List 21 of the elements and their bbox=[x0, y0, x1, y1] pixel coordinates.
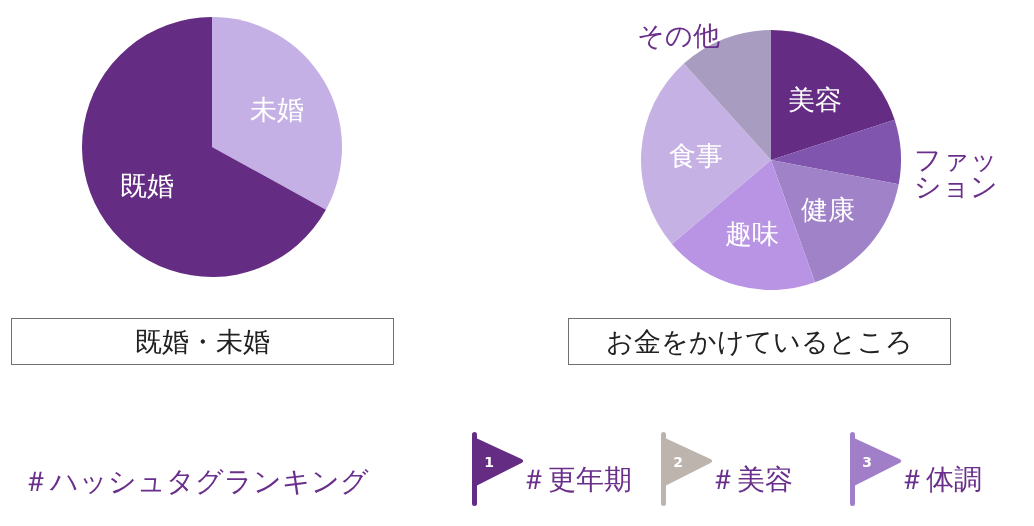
slice-label: その他 bbox=[636, 19, 720, 51]
pie-slice bbox=[771, 119, 901, 185]
pie-slice bbox=[212, 17, 342, 210]
slice-label: 既婚 bbox=[120, 169, 175, 201]
slice-label: ファッション bbox=[913, 143, 998, 202]
category-label: ＃更年期 bbox=[520, 463, 632, 496]
text: 既婚・未婚 bbox=[135, 324, 270, 359]
data-label: 1 bbox=[483, 454, 495, 470]
pie-slice bbox=[771, 30, 895, 160]
pie-slice bbox=[82, 17, 326, 277]
slice-label: 美容 bbox=[788, 83, 843, 115]
category-label: ＃体調 bbox=[898, 463, 982, 496]
slice-label: 未婚 bbox=[249, 93, 304, 125]
slice-label: 食事 bbox=[668, 139, 723, 171]
data-label: 2 bbox=[672, 454, 684, 470]
category-label: ＃美容 bbox=[709, 463, 793, 496]
text: お金をかけているところ bbox=[606, 324, 913, 359]
slice-label: 趣味 bbox=[724, 217, 779, 249]
data-label: 3 bbox=[861, 454, 873, 470]
slice-label: 健康 bbox=[801, 193, 856, 225]
text: ＃ハッシュタグランキング bbox=[22, 465, 369, 498]
